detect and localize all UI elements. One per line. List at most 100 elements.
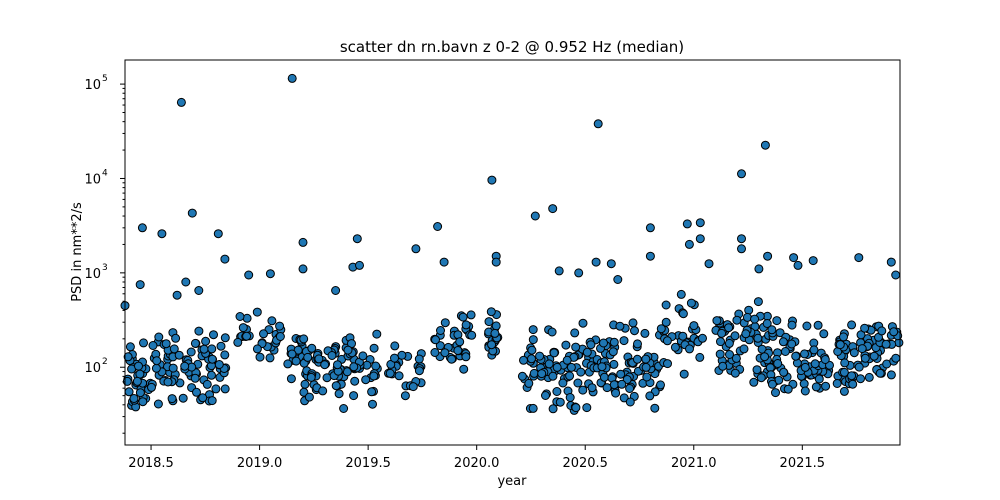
data-point xyxy=(369,371,379,381)
data-point xyxy=(528,325,538,335)
data-point xyxy=(608,347,618,357)
data-point xyxy=(875,368,885,378)
data-point xyxy=(216,341,226,351)
x-tick-label: 2020.0 xyxy=(454,456,500,471)
data-point xyxy=(712,316,722,326)
data-point xyxy=(685,344,694,354)
data-point xyxy=(625,384,635,393)
data-point xyxy=(350,376,360,386)
data-point xyxy=(194,286,204,295)
data-point xyxy=(192,387,201,397)
data-point xyxy=(814,374,824,384)
data-point xyxy=(578,385,588,395)
data-point xyxy=(730,331,740,341)
data-point xyxy=(211,384,221,394)
data-point xyxy=(813,320,823,330)
data-point xyxy=(578,318,588,328)
data-point xyxy=(186,347,196,357)
data-point xyxy=(390,341,400,351)
data-point xyxy=(527,354,536,364)
data-point xyxy=(238,323,248,333)
data-point xyxy=(571,342,581,352)
data-point xyxy=(891,353,901,363)
data-point xyxy=(298,237,308,247)
data-point xyxy=(287,73,297,83)
data-point xyxy=(606,259,616,269)
data-point xyxy=(566,362,576,372)
data-point xyxy=(530,211,540,221)
data-point xyxy=(645,251,655,261)
data-point xyxy=(756,373,766,383)
data-point xyxy=(433,222,443,231)
data-point xyxy=(331,286,341,295)
data-point xyxy=(453,346,463,355)
data-point xyxy=(244,270,254,280)
data-point xyxy=(455,337,465,347)
data-point xyxy=(835,340,845,350)
data-point xyxy=(135,388,145,398)
data-point xyxy=(153,399,163,409)
data-point xyxy=(400,391,410,401)
data-point xyxy=(778,337,788,347)
data-point xyxy=(753,333,763,343)
data-point xyxy=(235,312,245,321)
data-point xyxy=(724,323,734,333)
data-point xyxy=(220,333,230,343)
data-point xyxy=(259,329,268,339)
data-point xyxy=(847,371,857,381)
data-point xyxy=(869,351,879,361)
data-point xyxy=(571,403,581,413)
data-point xyxy=(661,317,671,327)
data-point xyxy=(609,337,619,347)
data-point xyxy=(609,359,619,369)
data-point xyxy=(369,343,379,353)
data-point xyxy=(704,259,714,269)
y-tick-exponent: 4 xyxy=(102,168,108,178)
data-point xyxy=(760,352,770,362)
data-point xyxy=(554,266,564,276)
data-point xyxy=(881,339,891,349)
data-point xyxy=(552,387,562,396)
data-point xyxy=(440,348,450,358)
data-point xyxy=(411,244,421,254)
data-point xyxy=(414,354,424,364)
data-point xyxy=(587,383,597,393)
data-point xyxy=(576,367,586,377)
data-point xyxy=(171,333,181,343)
data-point xyxy=(548,404,558,414)
data-point xyxy=(339,404,349,413)
data-point xyxy=(138,397,148,407)
data-point xyxy=(466,310,476,320)
data-point xyxy=(367,387,377,397)
data-point xyxy=(847,320,857,330)
data-point xyxy=(125,342,135,352)
data-point xyxy=(333,360,342,370)
data-point xyxy=(307,343,317,353)
data-point xyxy=(802,321,812,331)
data-point xyxy=(800,349,809,359)
data-point xyxy=(180,361,190,371)
data-point xyxy=(718,361,728,371)
y-tick-exponent: 5 xyxy=(102,74,108,84)
data-point xyxy=(684,239,694,249)
data-point xyxy=(640,328,650,338)
data-point xyxy=(213,229,223,239)
data-point xyxy=(591,257,601,267)
data-point xyxy=(318,386,328,396)
data-point xyxy=(771,388,780,398)
data-point xyxy=(207,344,217,354)
data-point xyxy=(199,344,209,354)
data-point xyxy=(839,386,849,396)
data-point xyxy=(519,355,528,365)
data-point xyxy=(397,350,407,360)
data-point xyxy=(372,329,382,339)
data-point xyxy=(864,372,874,382)
data-point xyxy=(695,234,705,244)
data-point xyxy=(220,254,230,264)
data-point xyxy=(877,326,887,336)
data-point xyxy=(154,332,164,342)
data-point xyxy=(561,340,571,350)
data-point xyxy=(886,257,896,267)
data-point xyxy=(732,315,742,325)
